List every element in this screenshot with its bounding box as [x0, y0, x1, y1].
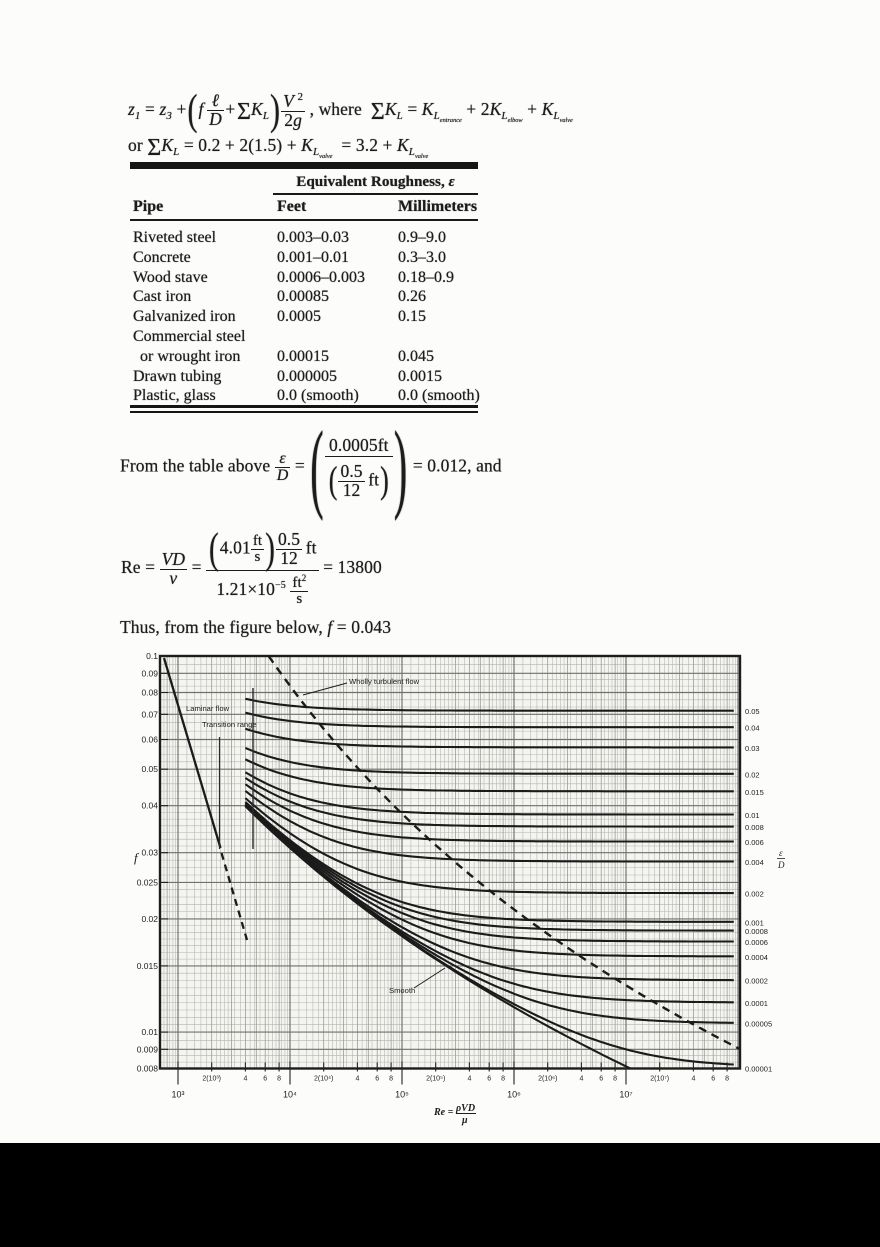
svg-text:2(10⁴): 2(10⁴)	[314, 1076, 333, 1083]
svg-text:0.015: 0.015	[745, 788, 764, 797]
svg-text:0.02: 0.02	[141, 914, 158, 924]
svg-text:0.0002: 0.0002	[745, 977, 768, 986]
svg-text:0.0006: 0.0006	[745, 938, 768, 947]
svg-text:0.05: 0.05	[745, 707, 760, 716]
svg-text:8: 8	[277, 1076, 281, 1083]
svg-text:0.006: 0.006	[745, 838, 764, 847]
svg-text:0.01: 0.01	[745, 811, 760, 820]
svg-text:4: 4	[243, 1076, 247, 1083]
svg-text:10⁶: 10⁶	[507, 1090, 521, 1100]
svg-text:0.002: 0.002	[745, 890, 764, 899]
svg-text:2(10⁷): 2(10⁷)	[650, 1076, 669, 1083]
svg-text:10⁵: 10⁵	[395, 1090, 409, 1100]
svg-text:4: 4	[691, 1076, 695, 1083]
svg-text:Re =: Re =	[433, 1107, 454, 1118]
svg-text:10⁴: 10⁴	[283, 1090, 297, 1100]
svg-text:10³: 10³	[171, 1090, 184, 1100]
svg-text:f: f	[134, 850, 140, 865]
svg-text:8: 8	[501, 1076, 505, 1083]
svg-text:0.008: 0.008	[137, 1064, 159, 1074]
svg-text:6: 6	[711, 1076, 715, 1083]
svg-text:0.03: 0.03	[745, 744, 760, 753]
svg-text:0.00005: 0.00005	[745, 1019, 772, 1028]
svg-text:8: 8	[613, 1076, 617, 1083]
svg-text:4: 4	[579, 1076, 583, 1083]
svg-text:Wholly turbulent flow: Wholly turbulent flow	[349, 677, 420, 686]
svg-text:2(10³): 2(10³)	[202, 1076, 221, 1083]
svg-text:0.08: 0.08	[141, 688, 158, 698]
svg-text:0.015: 0.015	[137, 961, 159, 971]
svg-text:4: 4	[355, 1076, 359, 1083]
svg-text:ρVD: ρVD	[455, 1103, 475, 1114]
svg-text:10⁷: 10⁷	[619, 1090, 632, 1100]
svg-text:0.001: 0.001	[745, 918, 764, 927]
svg-text:0.05: 0.05	[141, 764, 158, 774]
svg-text:0.00001: 0.00001	[745, 1065, 772, 1074]
svg-text:0.008: 0.008	[745, 823, 764, 832]
svg-text:6: 6	[487, 1076, 491, 1083]
svg-text:μ: μ	[461, 1115, 468, 1126]
svg-text:0.0004: 0.0004	[745, 953, 768, 962]
svg-text:0.06: 0.06	[141, 735, 158, 745]
svg-text:0.01: 0.01	[141, 1027, 158, 1037]
svg-text:Laminar flow: Laminar flow	[186, 704, 230, 713]
svg-text:D: D	[777, 860, 785, 870]
svg-text:2(10⁵): 2(10⁵)	[426, 1076, 445, 1083]
svg-text:8: 8	[389, 1076, 393, 1083]
svg-text:0.02: 0.02	[745, 770, 760, 779]
svg-text:6: 6	[375, 1076, 379, 1083]
svg-text:Transition range: Transition range	[202, 720, 257, 729]
svg-text:8: 8	[725, 1076, 729, 1083]
svg-text:0.1: 0.1	[146, 651, 158, 661]
svg-text:0.03: 0.03	[141, 848, 158, 858]
svg-text:0.0008: 0.0008	[745, 927, 768, 936]
svg-text:4: 4	[467, 1076, 471, 1083]
svg-text:2(10⁶): 2(10⁶)	[538, 1076, 557, 1083]
svg-text:0.04: 0.04	[745, 724, 760, 733]
svg-text:0.09: 0.09	[141, 668, 158, 678]
svg-text:6: 6	[263, 1076, 267, 1083]
svg-text:0.004: 0.004	[745, 858, 764, 867]
svg-text:0.04: 0.04	[141, 801, 158, 811]
svg-text:0.07: 0.07	[141, 709, 158, 719]
svg-text:0.025: 0.025	[137, 877, 159, 887]
svg-text:0.009: 0.009	[137, 1044, 159, 1054]
svg-text:ε: ε	[779, 848, 783, 858]
svg-text:0.0001: 0.0001	[745, 999, 768, 1008]
svg-text:6: 6	[599, 1076, 603, 1083]
svg-text:Smooth: Smooth	[389, 986, 415, 995]
